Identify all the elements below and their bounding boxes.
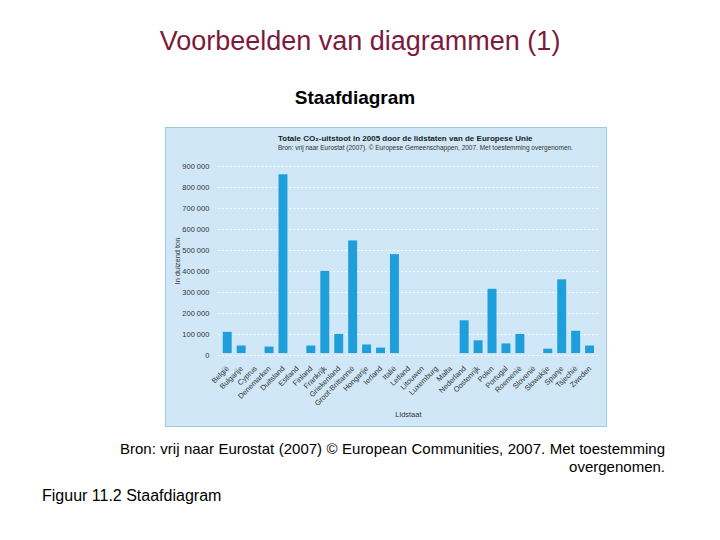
svg-text:100 000: 100 000 (182, 330, 209, 339)
svg-text:Italië: Italië (380, 364, 399, 382)
html-text:Voorbeelden van diagrammen (1): Voorbeelden van diagrammen (1) (159, 26, 561, 56)
html-text:Bron: vrij naar Eurostat (2007: Bron: vrij naar Eurostat (2007) © Europe… (120, 440, 665, 475)
svg-text:Duitsland: Duitsland (258, 364, 287, 393)
svg-text:Ierland: Ierland (361, 364, 385, 387)
svg-text:400 000: 400 000 (182, 267, 209, 276)
svg-text:500 000: 500 000 (182, 246, 209, 255)
html-text:Figuur 11.2 Staafdiagram: Figuur 11.2 Staafdiagram (42, 487, 222, 504)
svg-text:200 000: 200 000 (182, 309, 209, 318)
svg-text:België: België (209, 364, 231, 386)
svg-text:Litouwen: Litouwen (398, 364, 426, 392)
svg-text:Finland: Finland (290, 364, 315, 388)
svg-text:800 000: 800 000 (182, 183, 209, 192)
svg-text:Estland: Estland (276, 364, 301, 389)
svg-text:Griekenland: Griekenland (307, 364, 343, 399)
svg-text:In duizend ton: In duizend ton (173, 238, 182, 285)
svg-text:Slovenië: Slovenië (510, 364, 538, 391)
svg-text:Luxemburg: Luxemburg (407, 364, 440, 397)
svg-text:Frankrijk: Frankrijk (301, 364, 329, 391)
svg-text:Hongarije: Hongarije (341, 364, 371, 393)
svg-text:300 000: 300 000 (182, 288, 209, 297)
svg-text:Lidstaat: Lidstaat (395, 410, 422, 419)
svg-text:700 000: 700 000 (182, 204, 209, 213)
svg-text:Cyprus: Cyprus (235, 364, 259, 388)
svg-text:Portugal: Portugal (483, 364, 510, 391)
html-text:Bron: vrij naar Eurostat (2007: Bron: vrij naar Eurostat (2007). © Europ… (278, 144, 573, 151)
svg-text:Groot-Brittannië: Groot-Brittannië (312, 364, 357, 408)
svg-text:600 000: 600 000 (182, 225, 209, 234)
svg-text:Zweden: Zweden (568, 364, 593, 389)
svg-text:Slowakije: Slowakije (522, 364, 552, 393)
svg-text:Oostenrijk: Oostenrijk (451, 364, 482, 395)
html-text:Staafdiagram: Staafdiagram (294, 87, 416, 108)
svg-text:Bulgarije: Bulgarije (217, 364, 245, 391)
svg-text:Denemarken: Denemarken (236, 364, 273, 401)
svg-text:Polen: Polen (475, 364, 496, 384)
svg-text:Spanje: Spanje (542, 364, 566, 387)
svg-text:0: 0 (205, 351, 209, 360)
svg-text:Letland: Letland (388, 364, 412, 388)
svg-text:900 000: 900 000 (182, 162, 209, 171)
svg-text:Tsjechië: Tsjechië (553, 364, 580, 390)
svg-text:Malta: Malta (434, 364, 454, 384)
html-text:Totale CO₂-uitstoot in 2005 do: Totale CO₂-uitstoot in 2005 door de lids… (278, 134, 533, 143)
svg-text:Nederland: Nederland (437, 364, 468, 395)
svg-text:Roemenië: Roemenië (493, 364, 524, 395)
